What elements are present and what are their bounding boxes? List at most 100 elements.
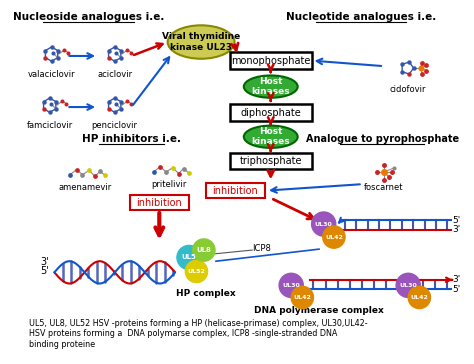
Point: [59, 98, 66, 104]
Text: foscarnet: foscarnet: [365, 183, 404, 192]
Circle shape: [193, 239, 215, 261]
Point: [105, 99, 112, 104]
Point: [169, 165, 176, 171]
Point: [46, 109, 54, 115]
Text: 5': 5': [453, 216, 461, 225]
Point: [373, 169, 380, 175]
Point: [124, 98, 131, 104]
Point: [117, 48, 125, 54]
Point: [405, 71, 413, 77]
Circle shape: [279, 273, 303, 297]
Text: amenamevir: amenamevir: [58, 183, 111, 192]
Text: UL8: UL8: [196, 247, 211, 253]
Text: ICP8: ICP8: [252, 244, 271, 253]
Point: [101, 173, 109, 178]
Text: famciclovir: famciclovir: [27, 121, 73, 130]
Text: 5': 5': [41, 266, 49, 276]
Point: [112, 50, 120, 56]
Circle shape: [323, 226, 345, 248]
Point: [162, 169, 170, 175]
FancyBboxPatch shape: [230, 104, 311, 121]
Circle shape: [311, 212, 336, 236]
Point: [111, 95, 118, 101]
Point: [54, 55, 62, 60]
Point: [47, 101, 55, 107]
Point: [52, 99, 60, 104]
Point: [63, 101, 70, 107]
Text: Analogue to pyrophosphate: Analogue to pyrophosphate: [306, 134, 459, 144]
Text: Nucleoside analogues i.e.: Nucleoside analogues i.e.: [13, 12, 164, 21]
Ellipse shape: [168, 25, 235, 59]
Point: [175, 171, 182, 177]
Point: [117, 99, 125, 104]
Point: [185, 170, 192, 175]
Point: [42, 55, 49, 60]
Text: UL30: UL30: [399, 283, 417, 288]
Point: [380, 177, 388, 182]
Text: UL42: UL42: [293, 295, 311, 300]
Text: cidofovir: cidofovir: [389, 85, 426, 94]
Point: [91, 173, 99, 179]
Point: [380, 162, 388, 167]
Point: [49, 50, 57, 56]
Point: [422, 68, 430, 74]
Point: [54, 48, 62, 54]
Point: [390, 165, 398, 171]
Point: [40, 99, 47, 104]
Circle shape: [291, 286, 313, 309]
Text: Nucleotide analogues i.e.: Nucleotide analogues i.e.: [286, 12, 436, 21]
Text: Host
kinases: Host kinases: [251, 127, 290, 146]
Point: [52, 106, 60, 112]
Text: Host
kinases: Host kinases: [251, 77, 290, 96]
FancyBboxPatch shape: [230, 52, 311, 69]
Circle shape: [396, 273, 420, 297]
Text: inhibition: inhibition: [137, 198, 182, 208]
Point: [66, 172, 74, 178]
Point: [150, 169, 157, 175]
Point: [128, 101, 135, 107]
FancyBboxPatch shape: [129, 195, 189, 210]
Text: 3': 3': [453, 225, 461, 234]
Text: UL5, UL8, UL52 HSV -proteins forming a HP (helicase-primase) complex, UL30,UL42-: UL5, UL8, UL52 HSV -proteins forming a H…: [29, 319, 368, 349]
Text: HP inhibitors i.e.: HP inhibitors i.e.: [82, 134, 181, 144]
Point: [117, 106, 125, 112]
Point: [111, 44, 118, 50]
Text: UL42: UL42: [410, 295, 428, 300]
Point: [388, 169, 395, 175]
Point: [111, 109, 118, 115]
Text: DNA polymerase complex: DNA polymerase complex: [254, 306, 384, 315]
Point: [398, 62, 406, 67]
Text: Viral thymidine
kinase UL23: Viral thymidine kinase UL23: [162, 32, 240, 52]
Point: [42, 48, 49, 54]
Text: UL30: UL30: [315, 222, 333, 226]
Point: [96, 169, 104, 174]
Point: [111, 58, 118, 64]
Point: [60, 47, 68, 53]
Text: monophosphate: monophosphate: [231, 56, 310, 66]
Point: [73, 167, 81, 173]
Text: 5': 5': [453, 285, 461, 294]
Text: aciclovir: aciclovir: [97, 70, 132, 79]
Text: penciclovir: penciclovir: [91, 121, 138, 130]
Point: [105, 55, 112, 60]
Circle shape: [177, 245, 201, 270]
Text: pritelivir: pritelivir: [151, 181, 186, 189]
Point: [180, 166, 187, 171]
Point: [422, 63, 430, 68]
Text: diphosphate: diphosphate: [240, 108, 301, 118]
Text: 3': 3': [453, 275, 461, 284]
Point: [85, 167, 93, 173]
Text: UL52: UL52: [188, 269, 205, 274]
Text: valaciclovir: valaciclovir: [28, 70, 75, 79]
Point: [418, 65, 425, 71]
Point: [79, 172, 86, 178]
Text: UL42: UL42: [325, 234, 343, 240]
Point: [112, 101, 120, 107]
Text: inhibition: inhibition: [212, 186, 258, 195]
Point: [64, 50, 72, 55]
Point: [124, 47, 131, 53]
FancyBboxPatch shape: [206, 183, 265, 198]
Point: [380, 169, 388, 175]
Point: [48, 44, 55, 50]
Point: [418, 60, 426, 66]
